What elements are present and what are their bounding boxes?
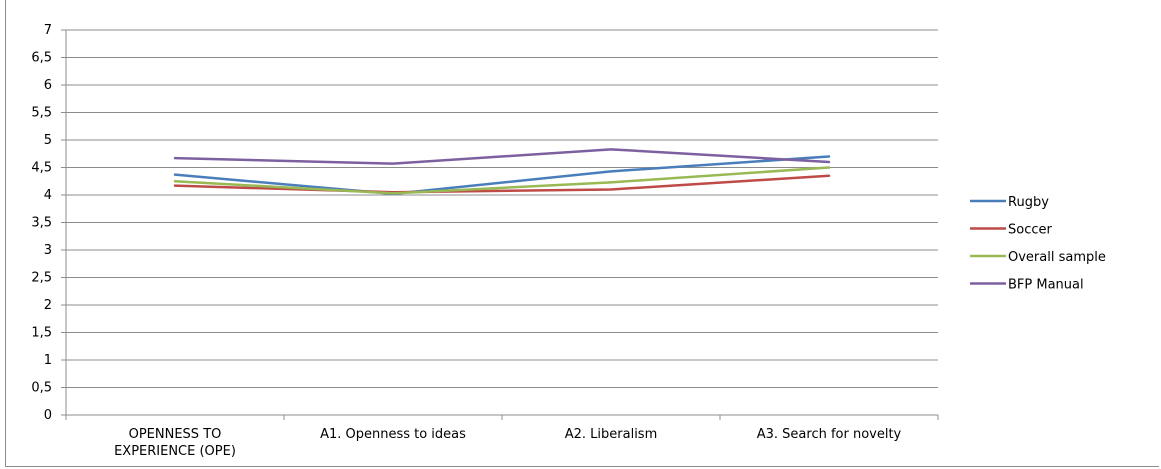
y-tick-label: 3 bbox=[44, 243, 52, 258]
legend-label: Overall sample bbox=[1008, 250, 1106, 265]
x-category-label: A2. Liberalism bbox=[565, 427, 658, 442]
y-tick-label: 4 bbox=[44, 188, 52, 203]
chart-frame bbox=[5, 0, 1159, 467]
x-category-labels: OPENNESS TO EXPERIENCE (OPE) A1. Openness … bbox=[114, 427, 901, 459]
gridlines bbox=[66, 29, 938, 388]
series-line-rugby bbox=[173, 155, 831, 196]
series-line-soccer bbox=[173, 174, 831, 194]
y-tick-label: 7 bbox=[44, 23, 52, 38]
y-tick-labels: 0 0,5 1 1,5 2 2,5 3 3,5 4 4,5 5 5,5 6 6,5 7 bbox=[31, 23, 52, 423]
y-tick-label: 1,5 bbox=[31, 326, 52, 341]
legend-label: Soccer bbox=[1008, 223, 1052, 238]
y-tick-label: 6 bbox=[44, 78, 52, 93]
y-tick-label: 0 bbox=[44, 408, 52, 423]
y-tick-label: 4,5 bbox=[31, 161, 52, 176]
y-tick-label: 5 bbox=[44, 133, 52, 148]
x-category-label: A1. Openness to ideas bbox=[320, 427, 466, 442]
y-tick-label: 1 bbox=[44, 353, 52, 368]
legend-label: BFP Manual bbox=[1008, 278, 1084, 293]
y-tick-label: 6,5 bbox=[31, 51, 52, 66]
y-tick-label: 2,5 bbox=[31, 271, 52, 286]
axes bbox=[61, 29, 939, 420]
series-line-overall-sample bbox=[173, 166, 831, 195]
series-lines bbox=[173, 148, 831, 196]
y-tick-label: 5,5 bbox=[31, 106, 52, 121]
legend: Rugby Soccer Overall sample BFP Manual bbox=[970, 195, 1106, 293]
series-line-bfp-manual bbox=[173, 148, 831, 165]
x-category-label: A3. Search for novelty bbox=[757, 427, 902, 442]
legend-label: Rugby bbox=[1008, 195, 1049, 210]
y-tick-label: 2 bbox=[44, 298, 52, 313]
y-tick-label: 3,5 bbox=[31, 216, 52, 231]
y-tick-label: 0,5 bbox=[31, 381, 52, 396]
x-category-label: OPENNESS TO EXPERIENCE (OPE) bbox=[114, 427, 236, 459]
